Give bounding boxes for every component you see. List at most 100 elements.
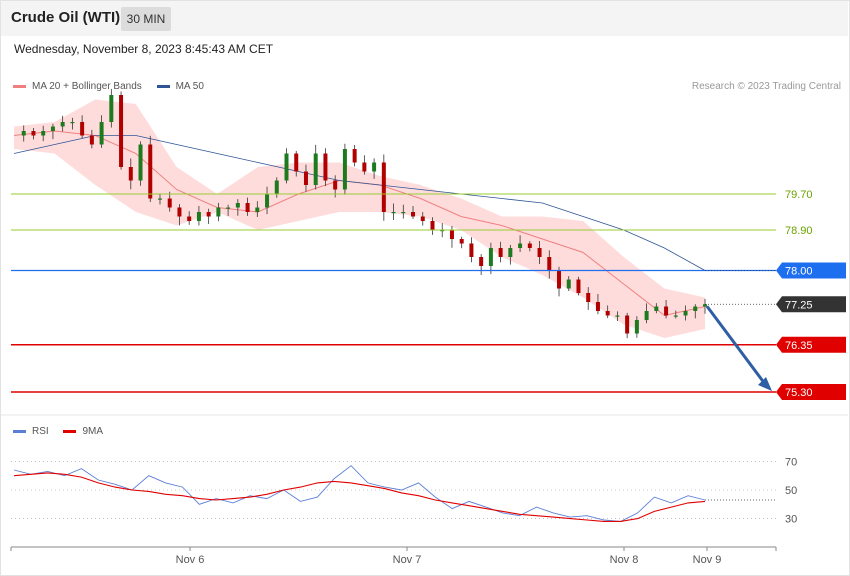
- candle-body: [498, 248, 503, 257]
- candle-body: [138, 144, 143, 181]
- level-tag-75.30: [776, 384, 846, 400]
- candle-body: [605, 311, 610, 316]
- rsi-series-rsi: [13, 465, 706, 522]
- candle-body: [294, 153, 299, 172]
- price-legend: MA 20 + Bollinger Bands MA 50: [13, 81, 216, 92]
- candle-body: [206, 212, 211, 217]
- candle-body: [693, 306, 698, 311]
- candle-body: [265, 194, 270, 208]
- candle-body: [21, 131, 26, 136]
- candle-body: [187, 216, 192, 221]
- forecast-arrow-head: [758, 377, 772, 391]
- candle-body: [284, 153, 289, 181]
- legend-ma20-swatch: [13, 84, 26, 88]
- candle-body: [518, 243, 523, 248]
- candle-body: [303, 171, 308, 185]
- legend-9ma: 9MA: [63, 426, 103, 437]
- candle-body: [245, 203, 250, 212]
- rsi-tick-50: 50: [785, 485, 797, 497]
- candle-body: [60, 122, 65, 127]
- legend-ma20-label: MA 20 + Bollinger Bands: [32, 81, 142, 92]
- instrument-title: Crude Oil (WTI): [11, 9, 121, 26]
- legend-ma20: MA 20 + Bollinger Bands: [13, 81, 142, 92]
- candle-body: [634, 320, 639, 334]
- candle-body: [537, 248, 542, 257]
- candle-body: [673, 315, 678, 317]
- candle-body: [586, 293, 591, 302]
- level-tag-78.00: [776, 262, 846, 279]
- candle-body: [595, 302, 600, 311]
- candle-body: [391, 212, 396, 214]
- candle-body: [109, 95, 114, 122]
- candle-body: [459, 239, 464, 244]
- rsi-series-9ma: [13, 472, 706, 522]
- candle-body: [362, 162, 367, 172]
- candle-body: [50, 126, 55, 131]
- candle-body: [216, 207, 221, 217]
- candle-body: [226, 207, 231, 209]
- candle-body: [654, 306, 659, 311]
- rsi-legend: RSI 9MA: [13, 426, 115, 437]
- candle-body: [41, 131, 46, 136]
- candle-body: [703, 304, 707, 307]
- candle-body: [31, 131, 36, 136]
- candle-body: [566, 279, 571, 289]
- candle-body: [323, 153, 328, 181]
- candle-body: [557, 270, 562, 289]
- level-label-78.90: 78.90: [785, 225, 813, 237]
- x-tick-label: Nov 6: [176, 554, 205, 566]
- candle-body: [488, 248, 493, 266]
- level-label-79.70: 79.70: [785, 189, 813, 201]
- legend-rsi-swatch: [13, 429, 26, 433]
- candle-body: [420, 216, 425, 221]
- level-label-75.30: 75.30: [785, 387, 813, 399]
- candle-body: [527, 243, 532, 248]
- candle-body: [508, 248, 513, 257]
- candle-body: [615, 315, 620, 317]
- candle-body: [99, 122, 104, 145]
- candle-body: [235, 203, 240, 208]
- credit-text: Research © 2023 Trading Central: [691, 81, 841, 92]
- x-tick-label: Nov 8: [610, 554, 639, 566]
- timeframe-badge[interactable]: 30 MIN: [121, 7, 171, 31]
- candle-body: [342, 149, 347, 190]
- legend-9ma-label: 9MA: [82, 426, 104, 437]
- rsi-tick-30: 30: [785, 514, 797, 526]
- candle-body: [372, 162, 377, 172]
- candle-body: [80, 122, 85, 136]
- candle-body: [469, 243, 474, 257]
- legend-rsi-label: RSI: [32, 426, 49, 437]
- level-tag-76.35: [776, 336, 846, 353]
- level-label-77.25: 77.25: [785, 299, 813, 311]
- candle-body: [625, 315, 630, 334]
- candle-body: [70, 122, 75, 124]
- rsi-tick-70: 70: [785, 456, 797, 468]
- candle-body: [148, 144, 153, 199]
- ma50-line: [13, 135, 706, 271]
- x-tick-label: Nov 9: [693, 554, 722, 566]
- candle-body: [430, 221, 435, 230]
- candle-body: [440, 230, 445, 232]
- candle-body: [381, 162, 386, 212]
- candle-body: [89, 135, 94, 145]
- legend-ma50: MA 50: [156, 81, 204, 92]
- level-tag-77.25: [776, 296, 846, 313]
- level-label-78.00: 78.00: [785, 266, 813, 278]
- x-tick-label: Nov 7: [393, 554, 422, 566]
- candle-body: [411, 212, 416, 217]
- candle-body: [128, 167, 133, 181]
- candle-body: [157, 198, 162, 200]
- candle-body: [683, 311, 688, 316]
- candle-body: [547, 257, 552, 271]
- candle-body: [644, 311, 649, 320]
- legend-rsi: RSI: [13, 426, 49, 437]
- timestamp: Wednesday, November 8, 2023 8:45:43 AM C…: [14, 42, 274, 56]
- candle-body: [401, 212, 406, 214]
- legend-ma50-swatch: [156, 84, 170, 88]
- candle-body: [352, 149, 357, 163]
- candle-body: [177, 207, 182, 217]
- level-label-76.35: 76.35: [785, 340, 813, 352]
- candle-body: [119, 95, 124, 167]
